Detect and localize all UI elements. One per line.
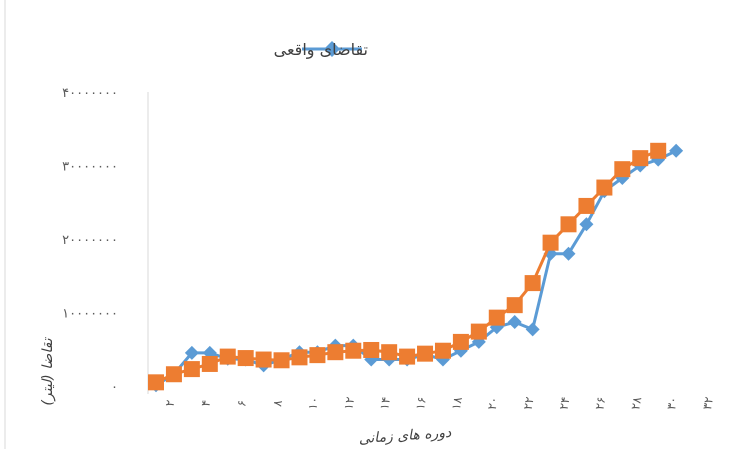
series-2-point	[183, 361, 200, 378]
y-tick-label: ۳۰۰۰۰۰۰۰	[62, 160, 118, 175]
x-tick-label: ۲۸	[628, 395, 644, 411]
x-tick-labels: ۲ ۴ ۶ ۸ ۱۰ ۱۲ ۱۴ ۱۶ ۱۸ ۲۰ ۲۲ ۲۴ ۲۶ ۲۸ ۳۰ ۳۲	[163, 395, 717, 411]
x-tick-label: ۸	[270, 398, 285, 407]
series-layer	[148, 142, 684, 393]
series-2-point	[596, 179, 613, 196]
legend: تقاضای واقعی	[274, 40, 368, 60]
series-1-point	[184, 345, 199, 360]
legend-label: تقاضای واقعی	[274, 40, 368, 60]
x-tick-label: ۲	[163, 399, 178, 408]
x-tick-label: ۲۶	[592, 396, 608, 411]
series-2-point	[148, 374, 164, 391]
x-tick-label: ۶	[234, 399, 249, 408]
series-2-point	[309, 347, 326, 364]
series-2-point	[201, 355, 218, 372]
series-2-point	[524, 275, 541, 292]
series-1-point	[525, 322, 540, 337]
y-tick-labels: ۰ ۱۰۰۰۰۰۰۰ ۲۰۰۰۰۰۰۰ ۳۰۰۰۰۰۰۰ ۴۰۰۰۰۰۰۰	[62, 86, 118, 395]
x-tick-label: ۱۸	[449, 395, 465, 411]
series-2-point	[650, 142, 667, 159]
x-tick-label: ۲۰	[485, 396, 501, 411]
y-tick-label: ۴۰۰۰۰۰۰۰	[62, 86, 118, 101]
series-2-point	[219, 348, 236, 365]
series-2-line	[155, 149, 659, 384]
series-2-point	[488, 309, 505, 326]
series-1-point	[579, 217, 594, 232]
series-2-point	[273, 352, 290, 369]
series-2-point	[542, 234, 559, 251]
series-1-point	[561, 246, 576, 261]
x-tick-label: ۲۲	[521, 396, 537, 411]
x-tick-label: ۱۰	[305, 396, 321, 411]
series-2-point	[614, 161, 631, 178]
y-tick-label: ۲۰۰۰۰۰۰۰	[62, 233, 118, 248]
series-2-point	[327, 344, 344, 361]
legend-swatch-marker	[324, 41, 340, 57]
x-axis-title: دوره های زمانی	[358, 425, 452, 447]
x-tick-label: ۳۰	[664, 396, 680, 411]
x-tick-label: ۱۲	[341, 396, 357, 411]
y-tick-label: ۱۰۰۰۰۰۰۰	[62, 307, 118, 322]
series-2-point	[381, 344, 398, 361]
series-2-point	[506, 297, 523, 314]
series-2-point	[417, 345, 434, 362]
series-2-point	[363, 341, 380, 358]
series-2-point	[345, 342, 362, 359]
series-2-point	[578, 197, 595, 214]
x-tick-label: ۲۴	[557, 396, 573, 411]
series-2-point	[560, 216, 577, 233]
x-tick-label: ۱۶	[413, 396, 429, 411]
x-tick-label: ۳۲	[700, 396, 716, 411]
series-2-point	[165, 366, 182, 383]
series-2-point	[632, 150, 649, 167]
y-axis-title: تقاضا (لیتر)	[40, 336, 56, 405]
series-2-point	[255, 351, 272, 368]
x-tick-label: ۱۴	[377, 396, 393, 411]
series-2-point	[452, 333, 469, 350]
series-2-point	[470, 323, 487, 340]
y-tick-label: ۰	[111, 380, 118, 395]
series-2-point	[434, 342, 451, 359]
series-2-point	[237, 350, 254, 367]
series-2-point	[291, 349, 308, 366]
series-1-point	[669, 143, 684, 158]
x-tick-label: ۴	[198, 399, 213, 408]
series-2-point	[399, 348, 416, 365]
series-1-point	[507, 315, 522, 330]
